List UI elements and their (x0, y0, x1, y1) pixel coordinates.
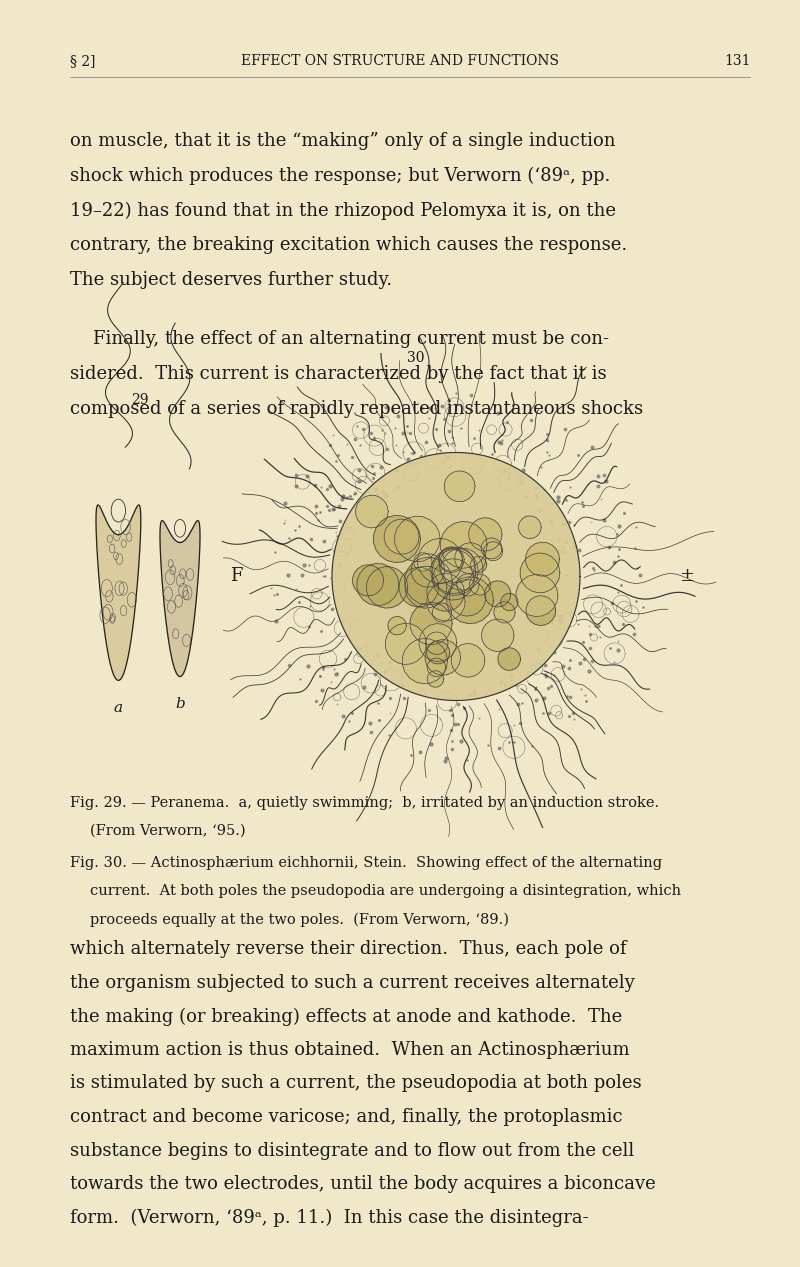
Polygon shape (388, 617, 406, 635)
Text: composed of a series of rapidly repeated instantaneous shocks: composed of a series of rapidly repeated… (70, 400, 643, 418)
Polygon shape (439, 547, 475, 583)
Text: EFFECT ON STRUCTURE AND FUNCTIONS: EFFECT ON STRUCTURE AND FUNCTIONS (241, 54, 559, 68)
Polygon shape (384, 519, 419, 554)
Polygon shape (432, 550, 476, 593)
Text: contrary, the breaking excitation which causes the response.: contrary, the breaking excitation which … (70, 236, 628, 255)
Polygon shape (441, 522, 487, 568)
Polygon shape (433, 603, 452, 622)
Polygon shape (469, 518, 502, 551)
Text: is stimulated by such a current, the pseudopodia at both poles: is stimulated by such a current, the pse… (70, 1074, 642, 1092)
Text: ±: ± (679, 568, 694, 585)
Polygon shape (481, 538, 502, 559)
Polygon shape (405, 566, 447, 608)
Polygon shape (526, 595, 556, 626)
Polygon shape (518, 516, 542, 538)
Polygon shape (386, 623, 426, 664)
Polygon shape (441, 549, 483, 590)
Text: on muscle, that it is the “making” only of a single induction: on muscle, that it is the “making” only … (70, 132, 616, 150)
Text: 19–22) has found that in the rhizopod Pelomyxa it is, on the: 19–22) has found that in the rhizopod Pe… (70, 201, 616, 219)
Polygon shape (433, 559, 474, 601)
Polygon shape (520, 552, 560, 593)
Polygon shape (160, 521, 200, 677)
Text: Fig. 29. — Peranema.  a, quietly swimming;  b, irritated by an induction stroke.: Fig. 29. — Peranema. a, quietly swimming… (70, 796, 659, 810)
Polygon shape (96, 506, 141, 680)
Polygon shape (425, 640, 461, 675)
Text: current.  At both poles the pseudopodia are undergoing a disintegration, which: current. At both poles the pseudopodia a… (90, 884, 682, 898)
Polygon shape (402, 639, 447, 684)
Text: 30: 30 (407, 351, 425, 365)
Polygon shape (332, 452, 580, 701)
Text: F: F (230, 568, 242, 585)
Polygon shape (516, 574, 558, 617)
Text: shock which produces the response; but Verworn (‘89ᵃ, pp.: shock which produces the response; but V… (70, 166, 610, 185)
Text: form.  (Verworn, ‘89ᵃ, p. 11.)  In this case the disintegra-: form. (Verworn, ‘89ᵃ, p. 11.) In this ca… (70, 1209, 589, 1226)
Polygon shape (427, 583, 465, 621)
Polygon shape (357, 564, 399, 606)
Polygon shape (438, 547, 464, 573)
Polygon shape (394, 516, 440, 561)
Polygon shape (470, 556, 486, 573)
Polygon shape (410, 602, 452, 645)
Polygon shape (353, 565, 384, 595)
Polygon shape (455, 542, 486, 574)
Text: (From Verworn, ‘95.): (From Verworn, ‘95.) (90, 824, 246, 837)
Polygon shape (450, 579, 486, 616)
Polygon shape (411, 554, 445, 587)
Polygon shape (414, 552, 432, 571)
Polygon shape (457, 574, 479, 595)
Polygon shape (426, 632, 448, 655)
Polygon shape (494, 602, 515, 623)
Text: contract and become varicose; and, finally, the protoplasmic: contract and become varicose; and, final… (70, 1107, 623, 1126)
Polygon shape (447, 576, 494, 623)
Text: The subject deserves further study.: The subject deserves further study. (70, 271, 393, 289)
Polygon shape (427, 658, 446, 677)
Polygon shape (427, 670, 444, 687)
Polygon shape (439, 547, 462, 571)
Polygon shape (419, 623, 457, 661)
Text: proceeds equally at the two poles.  (From Verworn, ‘89.): proceeds equally at the two poles. (From… (90, 912, 510, 926)
Text: maximum action is thus obtained.  When an Actinosphærium: maximum action is thus obtained. When an… (70, 1041, 630, 1059)
Text: a: a (114, 701, 123, 715)
Polygon shape (526, 542, 559, 576)
Polygon shape (444, 471, 475, 502)
Polygon shape (426, 641, 450, 664)
Text: Fig. 30. — Actinosphærium eichhornii, Stein.  Showing effect of the alternating: Fig. 30. — Actinosphærium eichhornii, St… (70, 856, 662, 870)
Text: sidered.  This current is characterized by the fact that it is: sidered. This current is characterized b… (70, 365, 607, 383)
Polygon shape (356, 495, 388, 528)
Polygon shape (399, 568, 438, 607)
Polygon shape (374, 516, 421, 563)
Polygon shape (405, 557, 452, 604)
Polygon shape (427, 574, 465, 611)
Polygon shape (470, 574, 490, 595)
Polygon shape (501, 593, 518, 611)
Text: the organism subjected to such a current receives alternately: the organism subjected to such a current… (70, 973, 635, 992)
Text: § 2]: § 2] (70, 54, 96, 68)
Polygon shape (418, 538, 462, 584)
Text: towards the two electrodes, until the body acquires a biconcave: towards the two electrodes, until the bo… (70, 1176, 656, 1194)
Polygon shape (366, 566, 408, 608)
Polygon shape (431, 547, 478, 595)
Text: 131: 131 (724, 54, 750, 68)
Text: substance begins to disintegrate and to flow out from the cell: substance begins to disintegrate and to … (70, 1142, 634, 1159)
Polygon shape (485, 580, 510, 607)
Polygon shape (482, 620, 514, 651)
Text: 29: 29 (131, 393, 149, 407)
Polygon shape (451, 644, 485, 677)
Polygon shape (498, 647, 521, 670)
Text: Finally, the effect of an alternating current must be con-: Finally, the effect of an alternating cu… (70, 331, 610, 348)
Text: the making (or breaking) effects at anode and kathode.  The: the making (or breaking) effects at anod… (70, 1007, 622, 1025)
Text: which alternately reverse their direction.  Thus, each pole of: which alternately reverse their directio… (70, 940, 627, 958)
Text: b: b (175, 697, 185, 711)
Polygon shape (484, 542, 502, 561)
